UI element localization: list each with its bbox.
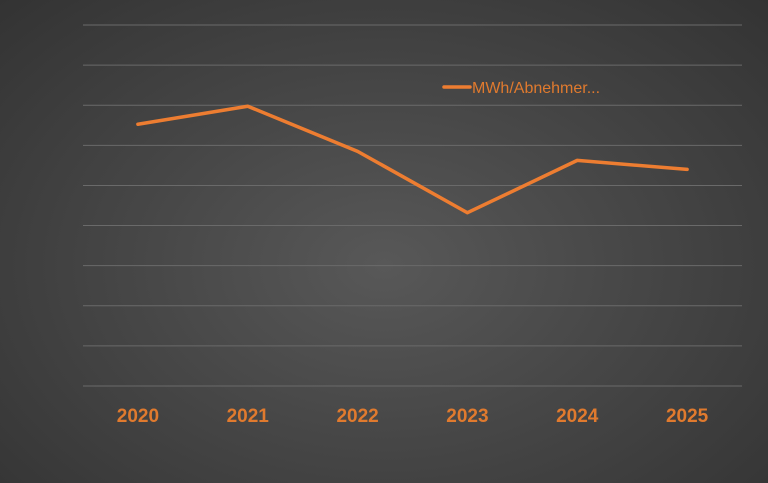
series-layer (136, 104, 689, 215)
gridlines (83, 24, 742, 387)
legend: MWh/Abnehmer... (442, 80, 600, 97)
x-tick-label: 2020 (117, 406, 159, 427)
x-axis-ticks: 2020 2021 2022 2023 2024 2025 (117, 406, 709, 427)
x-tick-label: 2021 (227, 406, 270, 427)
legend-label: MWh/Abnehmer... (472, 80, 600, 97)
series-line (136, 104, 689, 215)
data-point (136, 122, 140, 126)
data-point (465, 211, 469, 215)
x-tick-label: 2024 (556, 406, 599, 427)
x-tick-label: 2023 (446, 406, 488, 427)
data-point (685, 167, 689, 171)
data-point (575, 158, 579, 162)
x-tick-label: 2025 (666, 406, 709, 427)
data-point (356, 149, 360, 153)
x-tick-label: 2022 (336, 406, 378, 427)
data-point (246, 104, 250, 108)
